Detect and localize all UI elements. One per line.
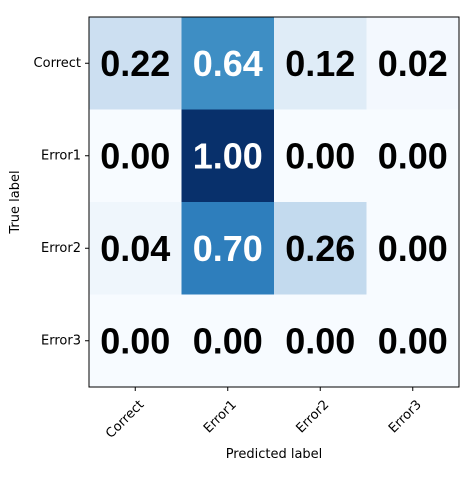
y-tick-label: Error3 xyxy=(41,333,81,348)
heatmap-cells xyxy=(89,17,460,388)
heatmap-cell xyxy=(89,202,182,295)
heatmap-cell xyxy=(274,202,367,295)
y-tick-label: Error1 xyxy=(41,148,81,163)
y-axis-ticks: Correct Error1 Error2 Error3 xyxy=(34,56,89,348)
heatmap-cell xyxy=(366,294,460,388)
y-axis-label: True label xyxy=(8,170,23,234)
heatmap-cell xyxy=(89,109,182,203)
cell-value-label: 0.02 xyxy=(378,43,448,84)
x-tick-label: Error3 xyxy=(386,397,425,436)
cell-value-label: 0.00 xyxy=(378,135,448,176)
x-tick-label: Correct xyxy=(103,397,147,441)
cell-value-label: 0.00 xyxy=(378,228,448,269)
cell-value-labels: 0.22 0.64 0.12 0.02 0.00 1.00 0.00 0.00 0.04 0.70… xyxy=(100,43,448,362)
cell-value-label: 0.70 xyxy=(193,228,263,269)
x-axis-label: Predicted label xyxy=(226,447,323,462)
y-tick-label: Error2 xyxy=(41,241,81,256)
cell-value-label: 0.12 xyxy=(285,43,355,84)
y-tick-label: Correct xyxy=(34,56,81,71)
x-tick-label: Error2 xyxy=(293,397,332,436)
heatmap-cell xyxy=(274,109,367,203)
plot-frame xyxy=(88,16,460,388)
cell-value-label: 0.22 xyxy=(100,43,170,84)
cell-value-label: 0.00 xyxy=(100,320,170,361)
heatmap-cell xyxy=(366,109,460,203)
heatmap-cell xyxy=(89,17,182,110)
heatmap-cell xyxy=(181,294,275,388)
cell-value-label: 0.26 xyxy=(285,228,355,269)
cell-value-label: 0.00 xyxy=(285,135,355,176)
heatmap-cell xyxy=(181,17,275,110)
x-tick-label: Error1 xyxy=(201,397,240,436)
cell-value-label: 0.00 xyxy=(193,320,263,361)
cell-value-label: 0.04 xyxy=(100,228,170,269)
x-axis-ticks: Correct Error1 Error2 Error3 xyxy=(103,387,425,442)
heatmap-cell xyxy=(89,294,182,388)
heatmap-cell xyxy=(274,294,367,388)
cell-value-label: 0.00 xyxy=(285,320,355,361)
cell-value-label: 0.00 xyxy=(378,320,448,361)
cell-value-label: 0.64 xyxy=(193,43,263,84)
heatmap-cell xyxy=(366,202,460,295)
heatmap-cell xyxy=(366,17,460,110)
heatmap-cell xyxy=(181,109,275,203)
heatmap-cell xyxy=(181,202,275,295)
heatmap-cell xyxy=(274,17,367,110)
cell-value-label: 0.00 xyxy=(100,135,170,176)
cell-value-label: 1.00 xyxy=(193,135,263,176)
